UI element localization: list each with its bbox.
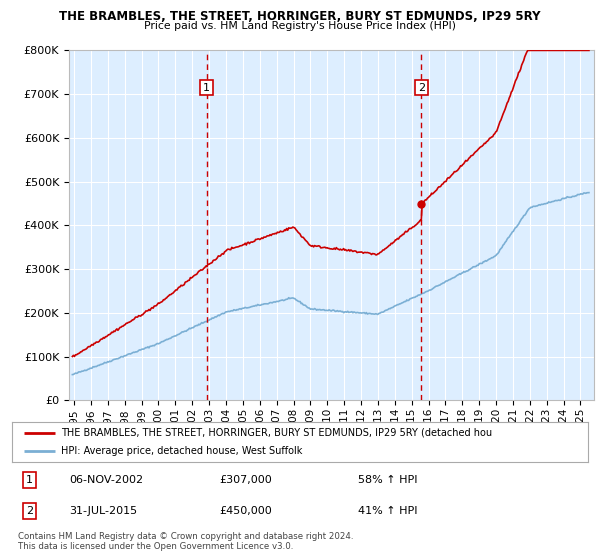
Text: 41% ↑ HPI: 41% ↑ HPI [358,506,417,516]
Text: HPI: Average price, detached house, West Suffolk: HPI: Average price, detached house, West… [61,446,302,456]
Text: THE BRAMBLES, THE STREET, HORRINGER, BURY ST EDMUNDS, IP29 5RY: THE BRAMBLES, THE STREET, HORRINGER, BUR… [59,10,541,22]
Text: This data is licensed under the Open Government Licence v3.0.: This data is licensed under the Open Gov… [18,542,293,550]
Text: 31-JUL-2015: 31-JUL-2015 [70,506,138,516]
Text: 2: 2 [418,82,425,92]
Text: Price paid vs. HM Land Registry's House Price Index (HPI): Price paid vs. HM Land Registry's House … [144,21,456,31]
Text: 1: 1 [26,475,33,486]
Text: Contains HM Land Registry data © Crown copyright and database right 2024.: Contains HM Land Registry data © Crown c… [18,532,353,541]
Text: £307,000: £307,000 [220,475,272,486]
Text: 58% ↑ HPI: 58% ↑ HPI [358,475,417,486]
Text: THE BRAMBLES, THE STREET, HORRINGER, BURY ST EDMUNDS, IP29 5RY (detached hou: THE BRAMBLES, THE STREET, HORRINGER, BUR… [61,428,492,437]
Text: 06-NOV-2002: 06-NOV-2002 [70,475,144,486]
Text: 2: 2 [26,506,33,516]
Text: £450,000: £450,000 [220,506,272,516]
Text: 1: 1 [203,82,210,92]
